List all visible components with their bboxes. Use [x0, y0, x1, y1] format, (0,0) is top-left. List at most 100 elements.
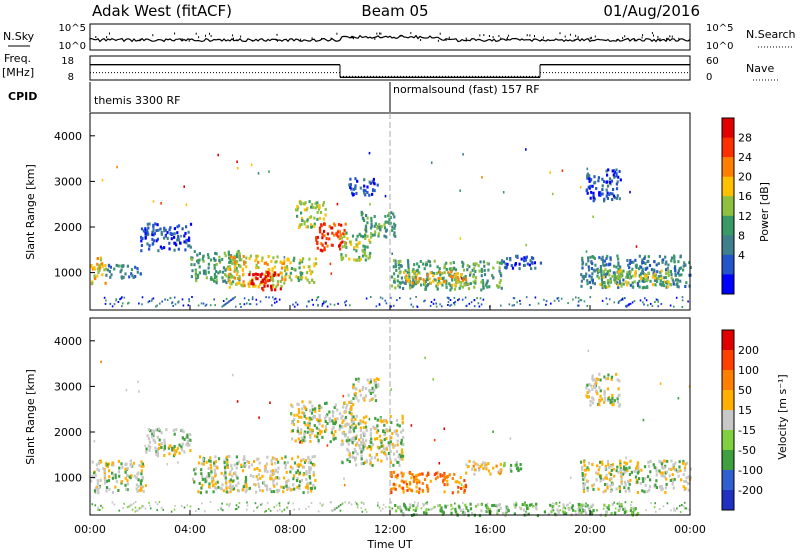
velocity-cell [480, 509, 483, 513]
velocity-cell [242, 458, 245, 462]
power-cell [604, 275, 607, 279]
velocity-cell [359, 421, 362, 425]
nsearch-point [569, 33, 571, 36]
power-cell [140, 227, 144, 231]
nsearch-point [479, 34, 481, 37]
velocity-cell [669, 479, 672, 482]
velocity-cell [237, 460, 240, 464]
velocity-cell [391, 432, 394, 436]
velocity-cell [277, 460, 280, 464]
power-cell [629, 190, 631, 194]
velocity-cell [450, 511, 453, 515]
power-cell [601, 184, 604, 188]
velocity-cell [374, 394, 377, 398]
velocity-cell [94, 486, 97, 490]
velocity-cell [124, 483, 127, 487]
velocity-cell [293, 487, 296, 491]
velocity-cell [417, 473, 420, 477]
velocity-cell [106, 465, 109, 469]
power-cell [397, 261, 400, 264]
power-cell [344, 254, 348, 258]
velocity-cell [189, 505, 192, 508]
velocity-cell [469, 507, 473, 511]
velocity-cell [149, 445, 152, 449]
velocity-cell [594, 389, 598, 393]
velocity-cell [118, 474, 121, 478]
velocity-cell [475, 504, 478, 508]
power-cell [606, 279, 609, 283]
velocity-cell [473, 468, 476, 472]
velocity-cell [208, 474, 211, 478]
velocity-cell [176, 446, 179, 450]
power-cell [472, 273, 475, 277]
velocity-cell [298, 471, 302, 475]
velocity-cell [352, 429, 356, 433]
power-cell [379, 228, 382, 232]
power-cell [348, 183, 351, 187]
power-cell [453, 296, 456, 299]
velocity-cell [666, 502, 669, 505]
power-cell [679, 279, 682, 283]
power-cell [222, 279, 225, 283]
power-cell [316, 210, 319, 214]
power-cell [370, 296, 372, 298]
velocity-cell [313, 486, 317, 490]
power-cell [372, 188, 375, 192]
power-cell [455, 273, 458, 277]
velocity-cell [309, 430, 312, 434]
velocity-cell [625, 462, 628, 466]
nsearch-point [275, 38, 277, 41]
velocity-cell [306, 430, 309, 434]
velocity-cell [682, 459, 685, 463]
nsearch-point [594, 35, 596, 38]
power-cell [474, 270, 477, 273]
power-cell [433, 272, 436, 275]
power-cell [657, 298, 659, 301]
velocity-cell [283, 476, 286, 480]
power-cell [153, 232, 156, 236]
velocity-cell [418, 487, 421, 491]
velocity-cell [186, 504, 189, 507]
power-cell [464, 275, 467, 278]
velocity-cell [395, 432, 398, 436]
velocity-cell [123, 502, 125, 505]
velocity-cell [409, 482, 412, 486]
power-cell [215, 278, 218, 282]
nsearch-point [252, 39, 254, 42]
velocity-cell [610, 473, 613, 476]
velocity-cell [269, 474, 272, 478]
velocity-cell [141, 476, 145, 480]
velocity-cell [582, 490, 586, 494]
velocity-cell [326, 444, 329, 447]
velocity-cell [684, 487, 687, 491]
velocity-cell [302, 465, 306, 469]
velocity-cell [405, 483, 409, 487]
velocity-cell [364, 421, 367, 425]
velocity-cell [209, 459, 212, 463]
power-cell [384, 214, 387, 218]
velocity-cell [590, 384, 593, 388]
velocity-cell [615, 372, 618, 376]
power-cell [163, 246, 166, 250]
velocity-cell [217, 457, 221, 461]
power-cell [268, 170, 270, 173]
velocity-cell [291, 437, 294, 441]
velocity-cell [201, 483, 204, 487]
velocity-cell [314, 479, 317, 482]
power-cell [587, 265, 590, 269]
power-cell [299, 200, 302, 204]
velocity-cell [332, 426, 335, 429]
power-cell [173, 296, 176, 299]
power-cell [323, 229, 326, 233]
power-cell [410, 303, 413, 306]
nsearch-point [152, 34, 154, 37]
velocity-cell [298, 410, 301, 414]
power-cell [656, 270, 659, 274]
power-cell [639, 272, 642, 276]
velocity-cell [579, 503, 582, 507]
power-cell [229, 272, 232, 276]
power-cell [96, 274, 99, 278]
velocity-cell [261, 474, 264, 478]
velocity-cell [105, 486, 109, 489]
colorbar-swatch [722, 157, 734, 178]
